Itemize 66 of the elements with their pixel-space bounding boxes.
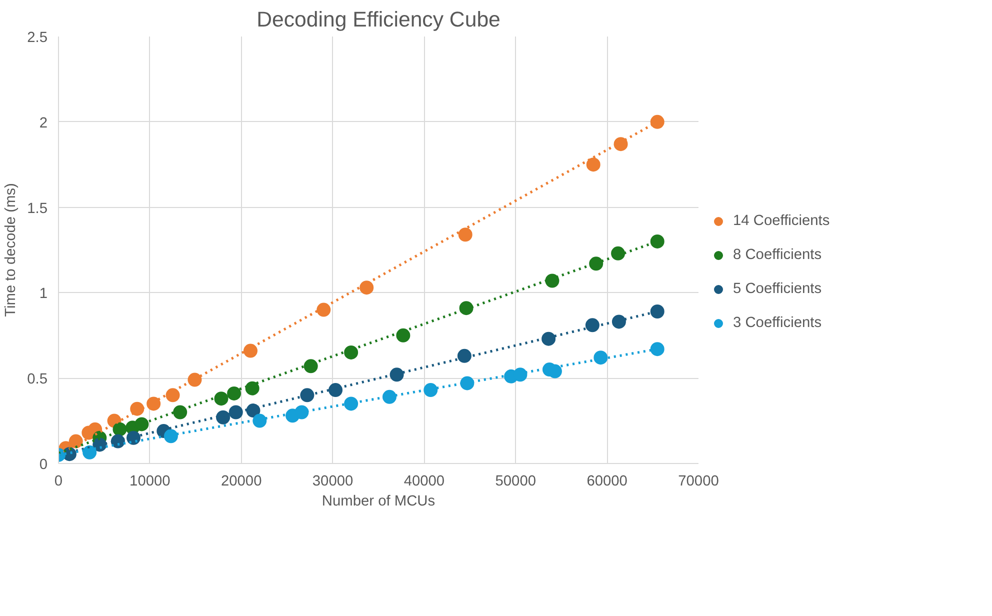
point bbox=[382, 390, 396, 404]
x-tick-label: 40000 bbox=[404, 474, 445, 490]
point bbox=[304, 359, 318, 374]
point bbox=[589, 256, 604, 271]
point bbox=[244, 344, 258, 358]
point bbox=[650, 342, 664, 356]
legend-label: 3 Coefficients bbox=[733, 315, 822, 331]
y-tick-label: 2.5 bbox=[27, 30, 48, 46]
point bbox=[344, 345, 358, 360]
y-tick-label: 1.5 bbox=[27, 200, 48, 217]
point bbox=[650, 114, 664, 129]
x-axis-title: Number of MCUs bbox=[322, 494, 436, 510]
x-tick-label: 50000 bbox=[495, 474, 536, 490]
point bbox=[545, 274, 560, 288]
point bbox=[300, 388, 314, 402]
point bbox=[82, 445, 97, 460]
point bbox=[585, 318, 600, 332]
y-tick-label: 1 bbox=[39, 286, 48, 302]
point bbox=[328, 383, 343, 398]
point bbox=[594, 350, 608, 365]
point bbox=[586, 158, 600, 172]
legend-label: 8 Coefficients bbox=[733, 247, 822, 263]
x-tick-label: 60000 bbox=[586, 474, 628, 490]
point bbox=[396, 328, 410, 342]
legend-label: 14 Coefficients bbox=[733, 213, 830, 229]
y-tick-label: 2 bbox=[39, 115, 48, 132]
x-tick-label: 20000 bbox=[220, 474, 262, 490]
point bbox=[227, 386, 242, 400]
point bbox=[542, 332, 556, 346]
point bbox=[130, 402, 144, 416]
point bbox=[166, 388, 180, 402]
point bbox=[390, 368, 404, 382]
point bbox=[228, 405, 243, 420]
point bbox=[245, 381, 260, 396]
point bbox=[611, 246, 626, 260]
x-tick-label: 70000 bbox=[678, 474, 719, 490]
point bbox=[458, 228, 472, 242]
point bbox=[68, 434, 83, 448]
point bbox=[650, 234, 664, 248]
point bbox=[459, 301, 474, 316]
y-tick-label: 0.5 bbox=[27, 372, 48, 388]
point bbox=[360, 280, 374, 295]
x-tick-label: 0 bbox=[54, 474, 63, 490]
point bbox=[252, 414, 267, 428]
point bbox=[424, 383, 438, 398]
point bbox=[612, 314, 626, 329]
point bbox=[513, 368, 528, 382]
y-axis-title: Time to decode (ms) bbox=[3, 183, 20, 317]
point bbox=[188, 372, 202, 387]
point bbox=[316, 302, 331, 317]
point bbox=[173, 405, 188, 420]
y-tick-label: 0 bbox=[39, 457, 48, 473]
point bbox=[146, 396, 161, 411]
point bbox=[457, 348, 472, 363]
point bbox=[164, 429, 178, 444]
point bbox=[344, 396, 358, 411]
chart-title: Decoding Efficiency Cube bbox=[256, 8, 500, 32]
point bbox=[614, 137, 628, 152]
point bbox=[214, 392, 228, 406]
point bbox=[294, 405, 309, 420]
x-tick-label: 10000 bbox=[130, 474, 170, 490]
point bbox=[216, 410, 230, 424]
legend-label: 5 Coefficients bbox=[733, 281, 822, 297]
x-tick-label: 30000 bbox=[312, 474, 354, 490]
point bbox=[134, 417, 149, 432]
point bbox=[650, 304, 664, 318]
